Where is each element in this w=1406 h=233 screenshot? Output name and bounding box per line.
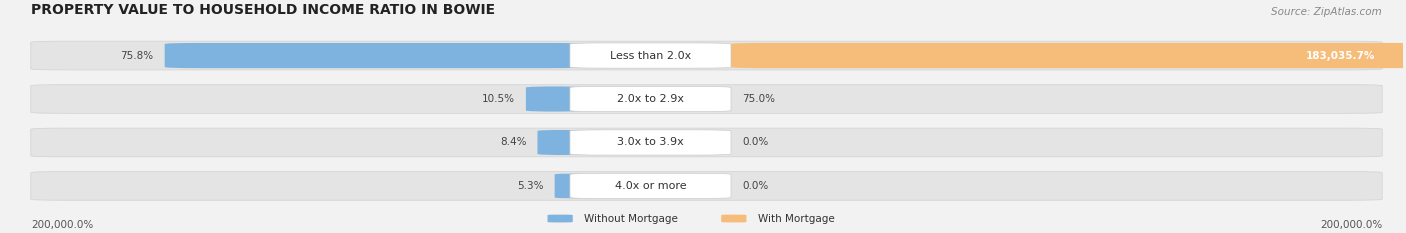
Text: 8.4%: 8.4% — [499, 137, 526, 147]
FancyBboxPatch shape — [31, 41, 1382, 70]
FancyBboxPatch shape — [537, 130, 583, 155]
Text: Source: ZipAtlas.com: Source: ZipAtlas.com — [1271, 7, 1382, 17]
FancyBboxPatch shape — [31, 171, 1382, 200]
Text: 5.3%: 5.3% — [517, 181, 544, 191]
Text: 4.0x or more: 4.0x or more — [614, 181, 686, 191]
Text: 0.0%: 0.0% — [742, 137, 769, 147]
Text: 200,000.0%: 200,000.0% — [31, 220, 93, 230]
Text: 200,000.0%: 200,000.0% — [1320, 220, 1382, 230]
FancyBboxPatch shape — [31, 85, 1382, 113]
Text: 75.0%: 75.0% — [742, 94, 775, 104]
FancyBboxPatch shape — [569, 130, 731, 155]
Text: 2.0x to 2.9x: 2.0x to 2.9x — [617, 94, 683, 104]
FancyBboxPatch shape — [569, 43, 731, 68]
Text: Less than 2.0x: Less than 2.0x — [610, 51, 692, 61]
Text: 75.8%: 75.8% — [121, 51, 153, 61]
FancyBboxPatch shape — [547, 215, 572, 223]
Text: 183,035.7%: 183,035.7% — [1306, 51, 1375, 61]
Text: Without Mortgage: Without Mortgage — [583, 213, 678, 223]
FancyBboxPatch shape — [721, 215, 747, 223]
FancyBboxPatch shape — [31, 128, 1382, 157]
Text: With Mortgage: With Mortgage — [758, 213, 834, 223]
Text: 10.5%: 10.5% — [482, 94, 515, 104]
FancyBboxPatch shape — [731, 43, 1406, 68]
FancyBboxPatch shape — [548, 173, 589, 199]
Text: PROPERTY VALUE TO HOUSEHOLD INCOME RATIO IN BOWIE: PROPERTY VALUE TO HOUSEHOLD INCOME RATIO… — [31, 3, 495, 17]
FancyBboxPatch shape — [569, 173, 731, 199]
Text: 3.0x to 3.9x: 3.0x to 3.9x — [617, 137, 683, 147]
FancyBboxPatch shape — [526, 86, 583, 112]
FancyBboxPatch shape — [165, 43, 583, 68]
FancyBboxPatch shape — [569, 86, 731, 112]
Text: 0.0%: 0.0% — [742, 181, 769, 191]
